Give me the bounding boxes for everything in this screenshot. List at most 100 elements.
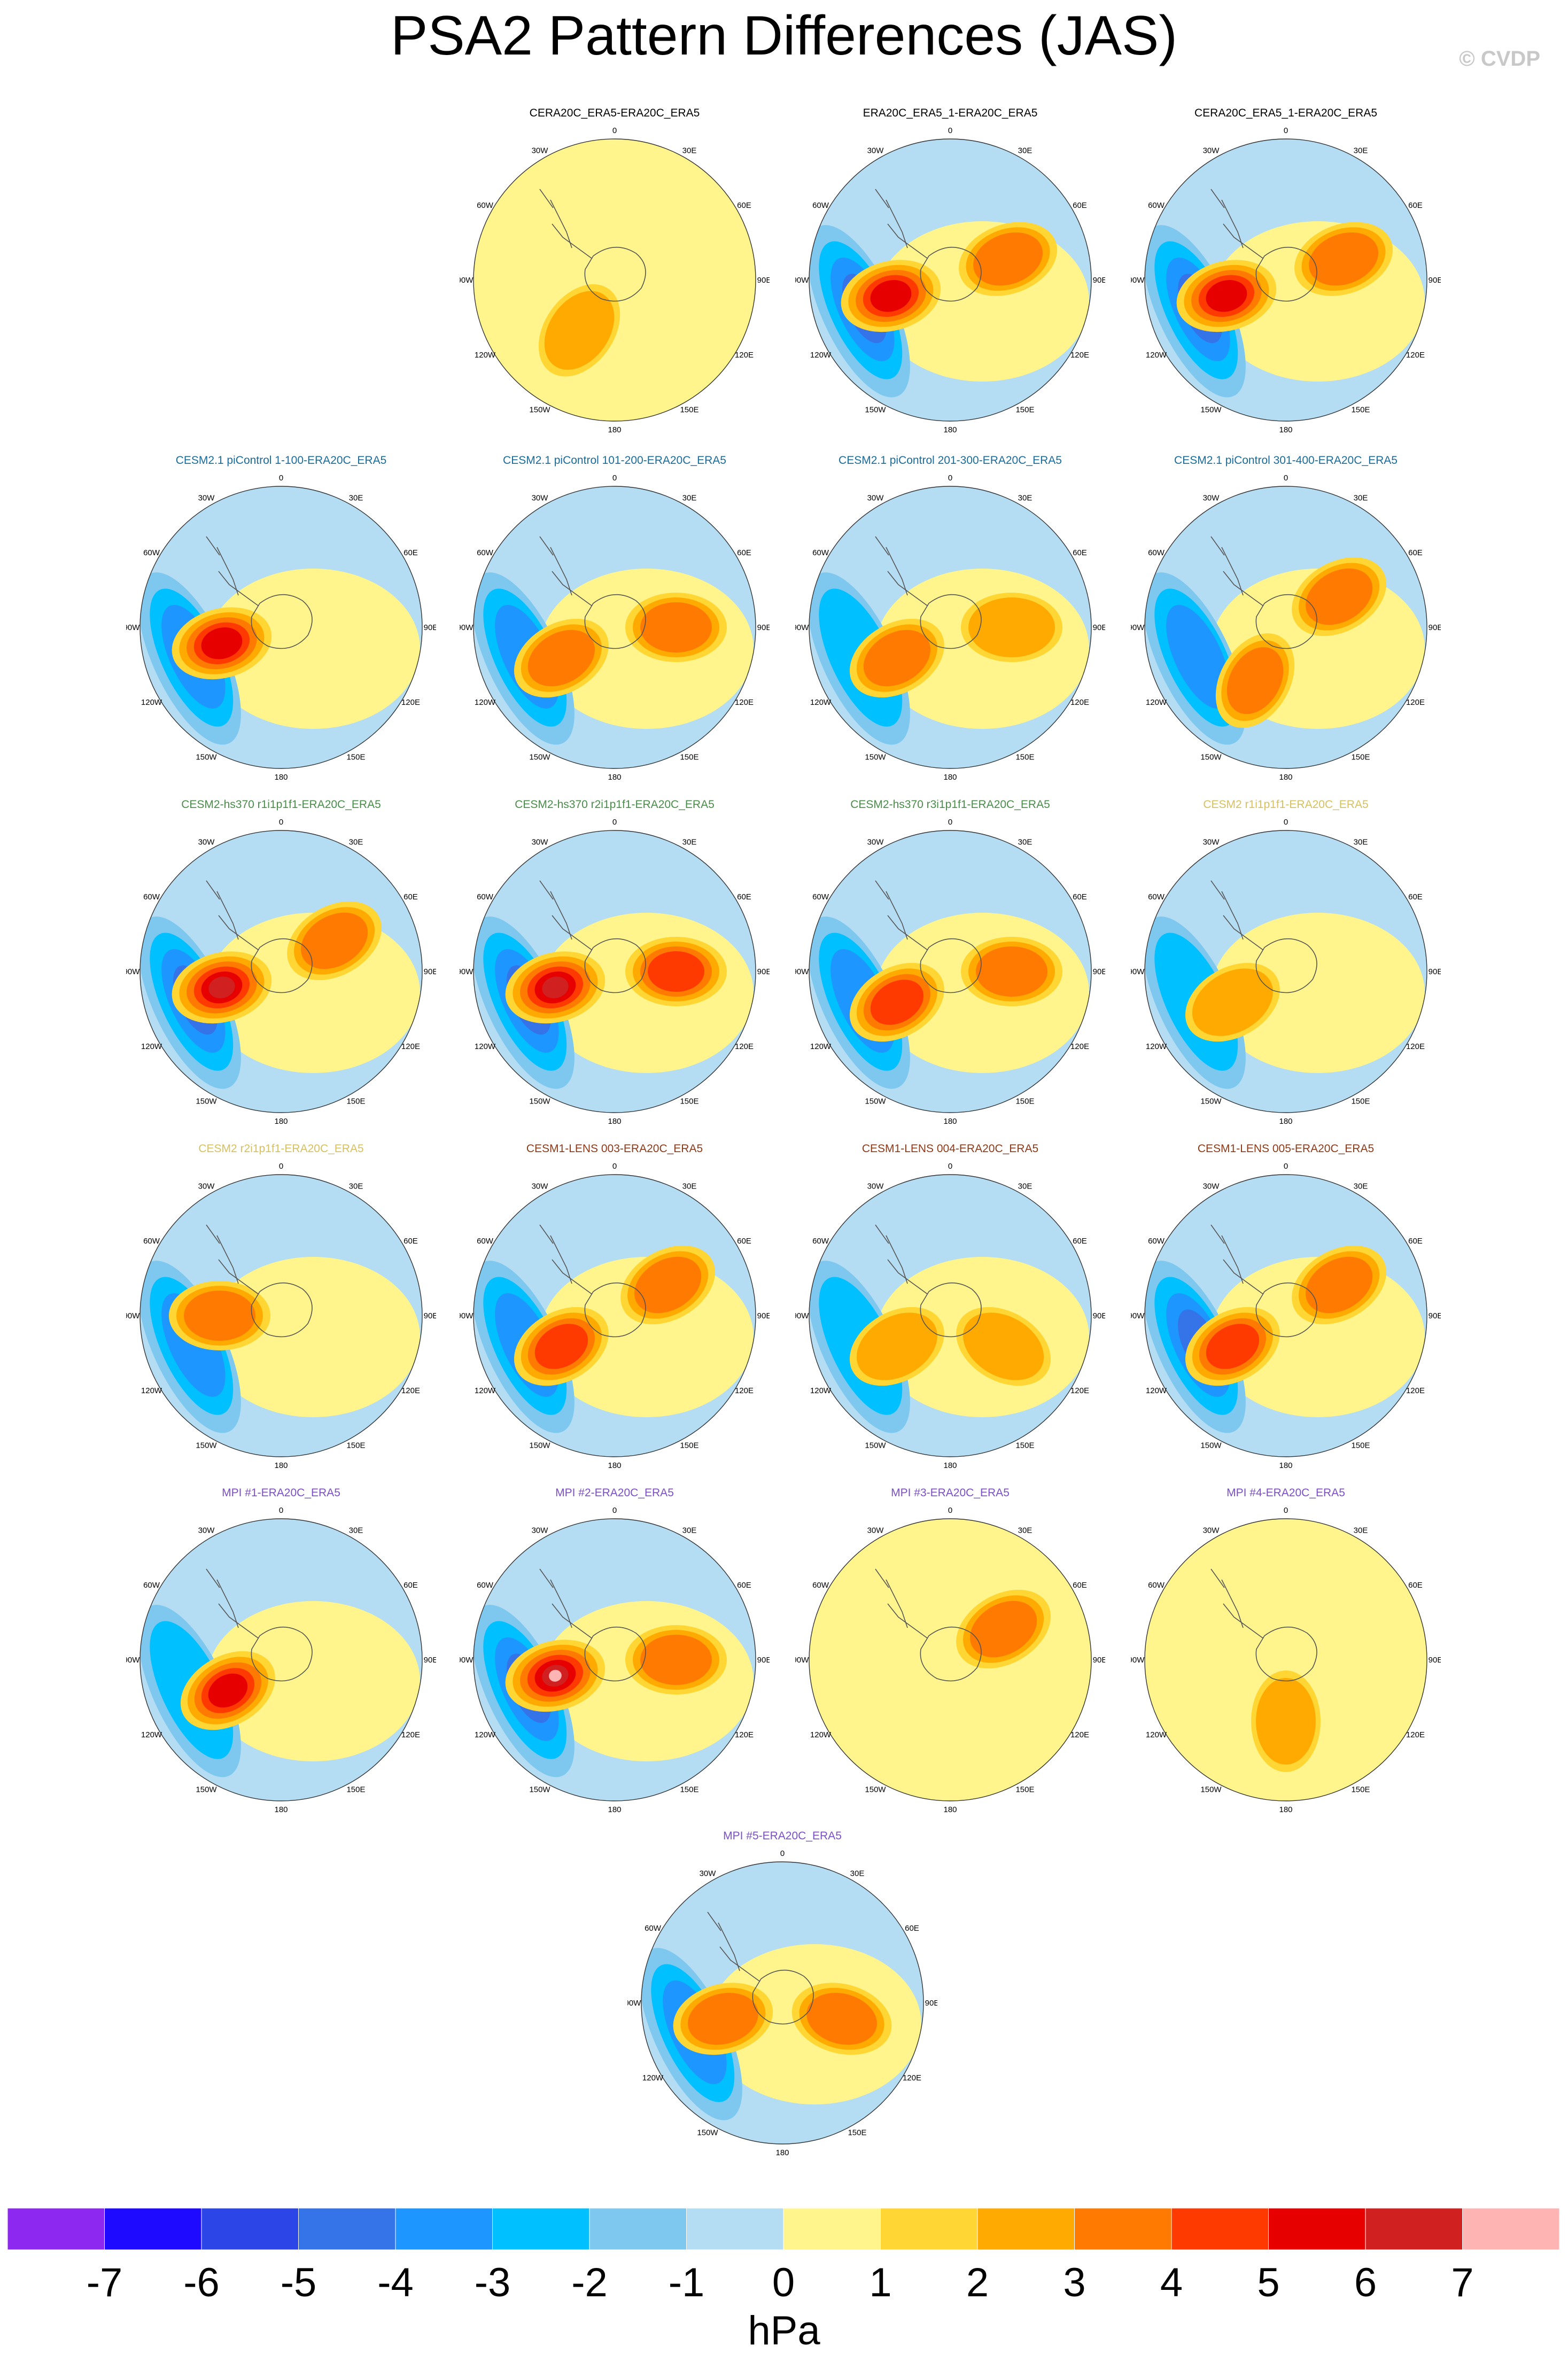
longitude-label: 120W: [475, 1042, 496, 1051]
longitude-label: 60W: [1148, 1581, 1165, 1590]
longitude-label: 180: [943, 1461, 957, 1470]
antarctica-coastline: [552, 1603, 646, 1682]
longitude-label: 150E: [346, 752, 365, 762]
longitude-label: 60W: [812, 1581, 829, 1590]
longitude-label: 90E: [1429, 276, 1441, 285]
longitude-label: 60W: [645, 1924, 662, 1933]
colorbar-tick-label: -4: [377, 2260, 414, 2305]
south-america-coastline: [539, 1224, 572, 1284]
longitude-label: 90W: [795, 276, 809, 285]
longitude-label: 150W: [865, 1785, 886, 1794]
longitude-label: 150E: [680, 1785, 698, 1794]
longitude-label: 60E: [905, 1924, 919, 1933]
panel-title: MPI #1-ERA20C_ERA5: [222, 1487, 340, 1499]
longitude-label: 0: [1284, 818, 1288, 827]
polar-map: 0 30E 60E 90E 120E 150E 180 150W 120W 90W 60W 30W: [1131, 473, 1441, 782]
polar-map: 0 30E 60E 90E 120E 150E 180 150W 120W 90W 60W 30W: [126, 1162, 436, 1470]
longitude-label: 0: [612, 818, 617, 827]
positive-band: [206, 1601, 420, 1761]
positive-anomaly: [1305, 568, 1373, 625]
longitude-label: 0: [612, 473, 617, 483]
longitude-label: 150E: [1351, 405, 1370, 414]
longitude-label: 60W: [812, 1237, 829, 1246]
longitude-label: 60E: [1408, 1581, 1423, 1590]
longitude-label: 120E: [735, 351, 754, 360]
longitude-label: 60W: [477, 548, 494, 557]
longitude-label: 180: [608, 1461, 621, 1470]
longitude-label: 120W: [475, 1386, 496, 1395]
map-boundary: [809, 830, 1092, 1113]
colorbar-tick-label: 2: [966, 2260, 989, 2305]
longitude-label: 180: [943, 1117, 957, 1126]
longitude-label: 60W: [812, 201, 829, 210]
positive-anomaly: [1309, 232, 1379, 286]
longitude-label: 150E: [1015, 1441, 1034, 1450]
longitude-label: 150E: [1351, 1441, 1370, 1450]
longitude-label: 180: [943, 425, 957, 434]
south-america-coastline: [1210, 1224, 1244, 1284]
longitude-label: 0: [612, 1162, 617, 1171]
longitude-label: 30W: [867, 1182, 884, 1191]
south-america-coastline: [206, 880, 239, 940]
longitude-label: 0: [1284, 1162, 1288, 1171]
panel-title: ERA20C_ERA5_1-ERA20C_ERA5: [863, 107, 1038, 119]
map-panel: CERA20C_ERA5-ERA20C_ERA5 0 30E 60E 90E 120E 15…: [460, 107, 770, 434]
map-boundary: [1144, 1174, 1427, 1457]
longitude-label: 120W: [810, 351, 832, 360]
longitude-label: 60W: [143, 1581, 160, 1590]
longitude-label: 180: [1279, 1461, 1292, 1470]
positive-anomaly: [1206, 1324, 1260, 1369]
map-boundary: [473, 138, 756, 422]
longitude-label: 90W: [460, 967, 473, 976]
longitude-label: 30W: [532, 1182, 549, 1191]
longitude-label: 30W: [1203, 1526, 1220, 1535]
longitude-label: 120E: [401, 1042, 420, 1051]
longitude-label: 120E: [1070, 1730, 1089, 1739]
map-boundary: [1144, 830, 1427, 1113]
colorbar-swatch: [395, 2208, 493, 2250]
antarctica-coastline: [552, 1259, 646, 1338]
longitude-label: 120E: [735, 1730, 754, 1739]
map-boundary: [139, 830, 423, 1113]
longitude-label: 0: [1284, 126, 1288, 135]
polar-map: 0 30E 60E 90E 120E 150E 180 150W 120W 90W 60W 30W: [795, 1162, 1105, 1470]
longitude-label: 150W: [529, 1785, 550, 1794]
panel-title: CERA20C_ERA5_1-ERA20C_ERA5: [1194, 107, 1377, 119]
longitude-label: 60W: [477, 892, 494, 902]
colorbar-tick-label: 5: [1257, 2260, 1280, 2305]
longitude-label: 90W: [126, 1656, 140, 1665]
longitude-label: 120W: [810, 1386, 832, 1395]
longitude-label: 90E: [1429, 623, 1441, 632]
map-panel: CESM2-hs370 r1i1p1f1-ERA20C_ERA5 0 30E 60E 9…: [126, 798, 436, 1126]
colorbar-tick-label: -3: [474, 2260, 511, 2305]
longitude-label: 30W: [198, 494, 215, 503]
longitude-label: 90W: [1131, 967, 1145, 976]
longitude-label: 30W: [532, 838, 549, 847]
longitude-label: 90W: [1131, 1311, 1145, 1320]
longitude-label: 60E: [1073, 201, 1087, 210]
map-panel: CESM2 r1i1p1f1-ERA20C_ERA5 0 30E 60E 90E 120E…: [1131, 798, 1441, 1126]
polar-map: 0 30E 60E 90E 120E 150E 180 150W 120W 90W 60W 30W: [1131, 126, 1441, 434]
longitude-label: 30E: [682, 1526, 697, 1535]
longitude-label: 90E: [1093, 276, 1105, 285]
longitude-label: 60W: [812, 892, 829, 902]
longitude-label: 30E: [850, 1869, 865, 1878]
map-panel: CERA20C_ERA5_1-ERA20C_ERA5 0 30E 60E 90E 120E…: [1131, 107, 1441, 434]
polar-map: 0 30E 60E 90E 120E 150E 180 150W 120W 90W 60W 30W: [126, 1506, 436, 1814]
positive-anomaly: [640, 602, 712, 652]
longitude-label: 30W: [1203, 146, 1220, 156]
longitude-label: 60W: [1148, 201, 1165, 210]
longitude-label: 120E: [1070, 1042, 1089, 1051]
map-boundary: [473, 486, 756, 769]
longitude-label: 150W: [697, 2128, 718, 2137]
colorbar-swatch: [1365, 2208, 1463, 2250]
longitude-label: 150E: [680, 1097, 698, 1106]
longitude-label: 120W: [1146, 1042, 1167, 1051]
colorbar-swatch: [589, 2208, 687, 2250]
polar-map: 0 30E 60E 90E 120E 150E 180 150W 120W 90W 60W 30W: [1131, 1162, 1441, 1470]
colorbar-tick-label: 1: [869, 2260, 892, 2305]
longitude-label: 60W: [812, 548, 829, 557]
longitude-label: 30W: [1203, 494, 1220, 503]
longitude-label: 90E: [1093, 967, 1105, 976]
longitude-label: 150E: [1015, 1097, 1034, 1106]
